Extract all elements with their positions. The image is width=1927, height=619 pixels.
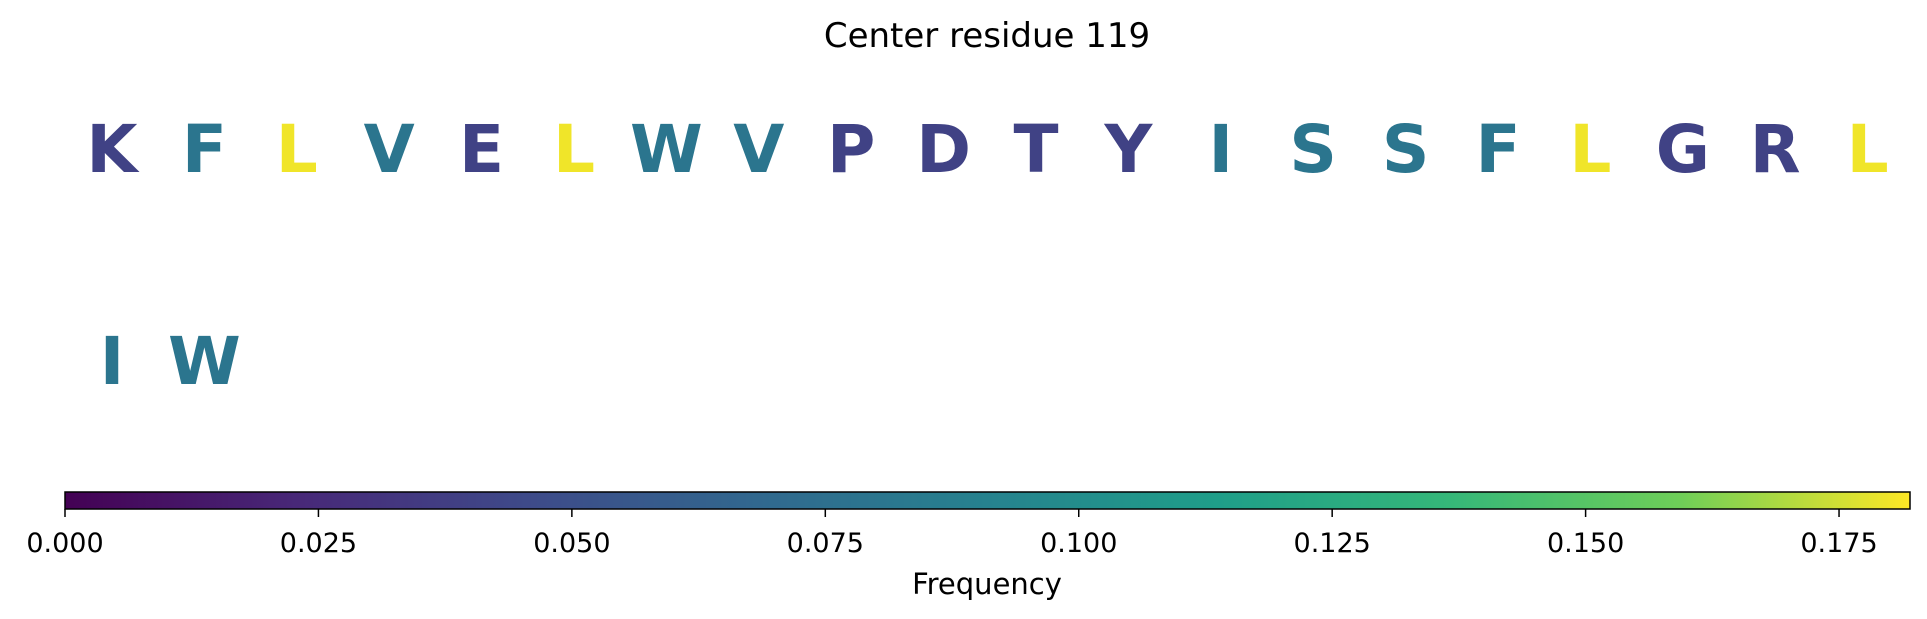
residue-letter: V [733,111,784,188]
residue-letter: K [86,111,140,188]
colorbar-ticks: 0.000 0.025 0.050 0.075 0.100 0.125 0.150 0.175 [26,509,1878,559]
residue-letter: R [1750,111,1801,188]
residue-letter: F [1475,111,1520,188]
residue-grid: K F L V E L W V P D T Y I S S F L G R LI W [86,111,1888,400]
colorbar-gradient [64,491,1911,510]
residue-letter: Y [1104,111,1154,188]
residue-letter: I [100,323,125,400]
residue-letter: P [827,111,875,188]
colorbar-tick-label: 0.100 [1040,528,1117,559]
residue-letter: V [364,111,415,188]
residue-letter: F [182,111,227,188]
colorbar-label: Frequency [912,567,1062,601]
residue-letter: L [553,111,595,188]
colorbar-tick-label: 0.000 [26,528,103,559]
residue-letter: L [1569,111,1611,188]
residue-letter: G [1656,111,1710,188]
chart-title: Center residue 119 [824,16,1150,56]
residue-letter: I [1209,111,1234,188]
residue-letter: S [1382,111,1430,188]
colorbar-tick-label: 0.175 [1800,528,1877,559]
residue-letter: T [1013,111,1058,188]
residue-letter: D [916,111,971,188]
colorbar-tick-label: 0.025 [280,528,357,559]
residue-letter: S [1289,111,1337,188]
colorbar-tick-label: 0.050 [533,528,610,559]
residue-letter: W [630,111,703,188]
colorbar-tick-label: 0.125 [1294,528,1371,559]
colorbar-tick-label: 0.075 [787,528,864,559]
colorbar-tick-label: 0.150 [1547,528,1624,559]
residue-letter: L [276,111,318,188]
residue-letter: E [459,111,504,188]
residue-letter: L [1847,111,1889,188]
residue-letter: W [168,323,241,400]
colorbar: 0.000 0.025 0.050 0.075 0.100 0.125 0.150 0.175… [26,491,1911,601]
